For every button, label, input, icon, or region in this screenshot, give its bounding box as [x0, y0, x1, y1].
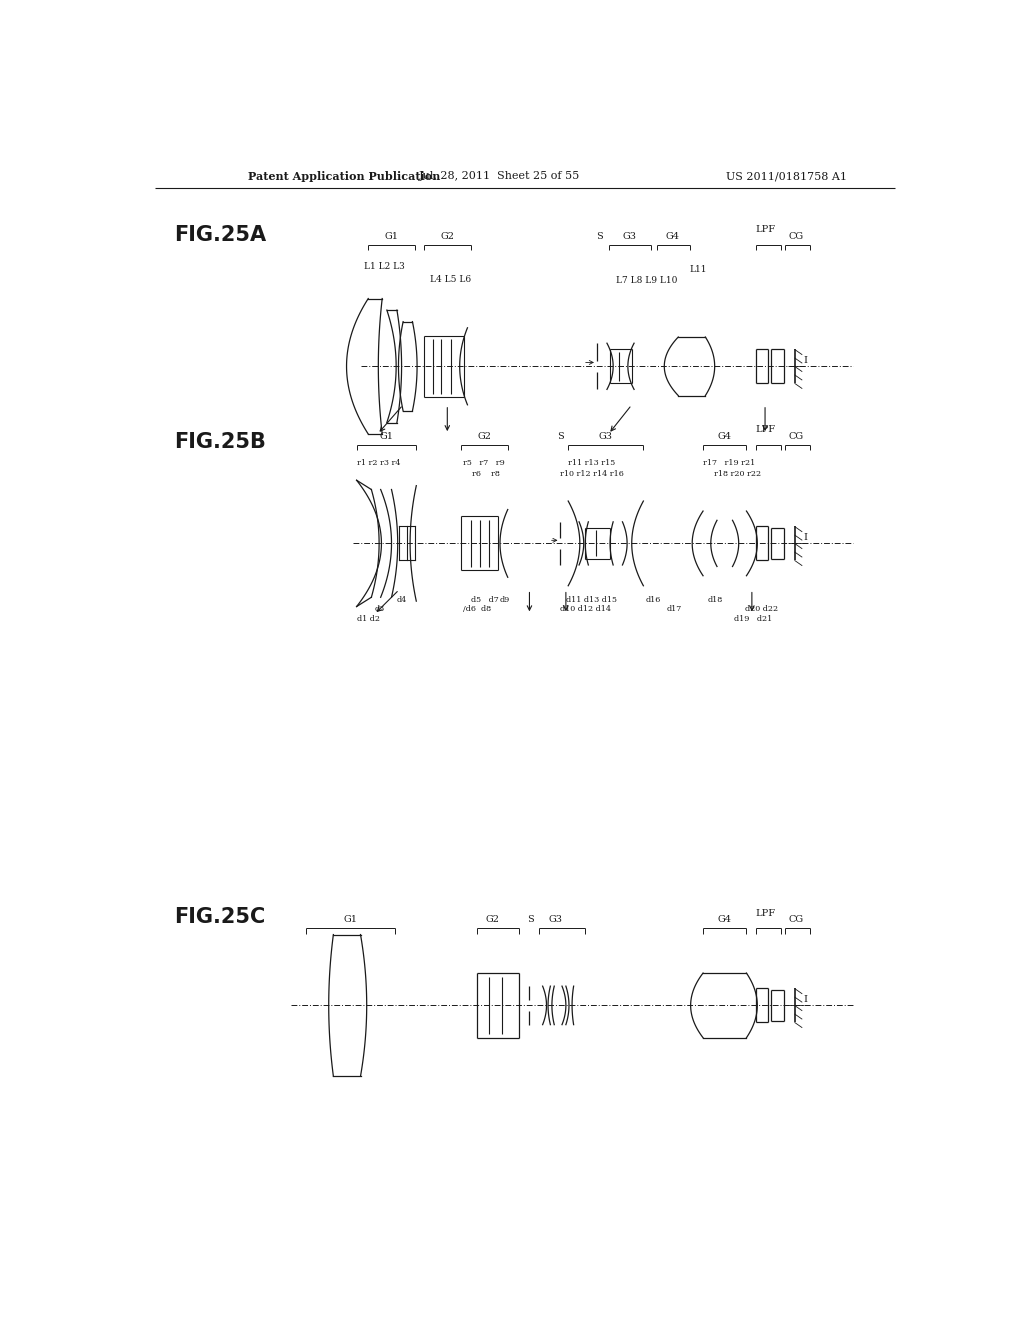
- Text: S: S: [527, 915, 535, 924]
- Text: G4: G4: [666, 232, 680, 240]
- Text: d5   d7: d5 d7: [471, 597, 499, 605]
- Text: L1 L2 L3: L1 L2 L3: [365, 261, 406, 271]
- Text: FIG.25C: FIG.25C: [174, 907, 266, 927]
- Text: d16: d16: [646, 597, 662, 605]
- Text: d18: d18: [708, 597, 723, 605]
- Text: d19   d21: d19 d21: [734, 615, 772, 623]
- Text: FIG.25A: FIG.25A: [174, 226, 266, 246]
- Text: CG: CG: [788, 432, 804, 441]
- Text: I: I: [804, 355, 808, 364]
- Text: G3: G3: [549, 915, 563, 924]
- Text: r18 r20 r22: r18 r20 r22: [714, 470, 761, 478]
- Text: G4: G4: [718, 432, 732, 441]
- Text: G2: G2: [440, 232, 455, 240]
- Text: G2: G2: [477, 432, 492, 441]
- Text: r1 r2 r3 r4: r1 r2 r3 r4: [357, 458, 401, 466]
- Text: G1: G1: [343, 915, 357, 924]
- Text: LPF: LPF: [755, 425, 775, 434]
- Text: d3: d3: [375, 605, 385, 612]
- Text: r11 r13 r15: r11 r13 r15: [568, 458, 615, 466]
- Text: CG: CG: [788, 232, 804, 240]
- Text: G2: G2: [485, 915, 500, 924]
- Text: r5   r7   r9: r5 r7 r9: [463, 458, 505, 466]
- Text: L7 L8 L9 L10: L7 L8 L9 L10: [616, 276, 678, 285]
- Text: d9: d9: [500, 597, 510, 605]
- Text: FIG.25B: FIG.25B: [174, 432, 266, 451]
- Text: US 2011/0181758 A1: US 2011/0181758 A1: [726, 172, 847, 181]
- Text: G1: G1: [380, 432, 394, 441]
- Text: d1 d2: d1 d2: [357, 615, 380, 623]
- Text: d10 d12 d14: d10 d12 d14: [560, 605, 611, 612]
- Text: d4: d4: [396, 597, 407, 605]
- Text: G3: G3: [598, 432, 612, 441]
- Text: r6    r8: r6 r8: [472, 470, 500, 478]
- Text: Patent Application Publication: Patent Application Publication: [248, 170, 440, 182]
- Text: Jul. 28, 2011  Sheet 25 of 55: Jul. 28, 2011 Sheet 25 of 55: [420, 172, 581, 181]
- Text: G1: G1: [384, 232, 398, 240]
- Text: d11 d13 d15: d11 d13 d15: [566, 597, 616, 605]
- Text: LPF: LPF: [755, 908, 775, 917]
- Text: L11: L11: [690, 265, 708, 273]
- Text: G4: G4: [718, 915, 732, 924]
- Text: r17   r19 r21: r17 r19 r21: [703, 458, 756, 466]
- Text: d20 d22: d20 d22: [744, 605, 778, 612]
- Text: S: S: [596, 232, 602, 240]
- Text: S: S: [557, 432, 564, 441]
- Text: I: I: [804, 533, 808, 541]
- Text: d17: d17: [667, 605, 682, 612]
- Text: L4 L5 L6: L4 L5 L6: [430, 275, 471, 284]
- Text: LPF: LPF: [755, 224, 775, 234]
- Text: I: I: [804, 995, 808, 1003]
- Text: G3: G3: [623, 232, 637, 240]
- Text: CG: CG: [788, 915, 804, 924]
- Text: r10 r12 r14 r16: r10 r12 r14 r16: [560, 470, 625, 478]
- Text: /d6  d8: /d6 d8: [463, 605, 490, 612]
